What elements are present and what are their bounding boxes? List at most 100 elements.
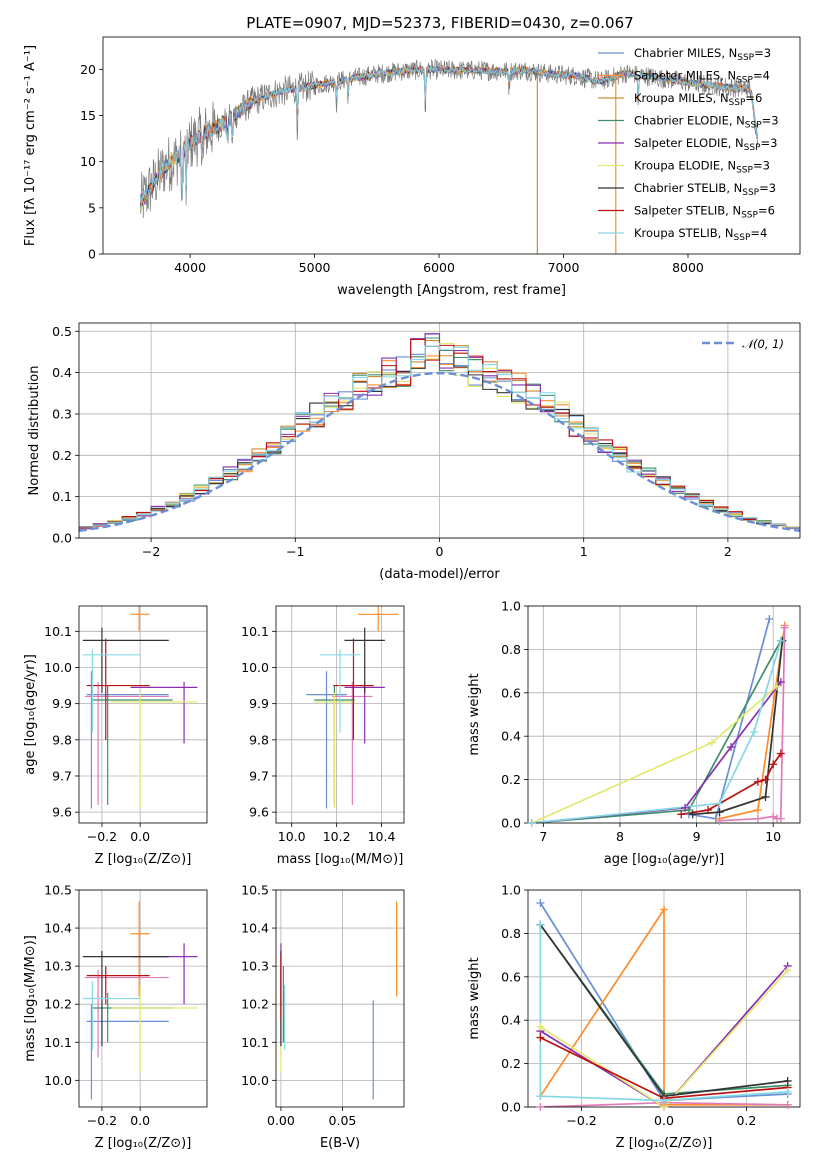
legend-entry-subscript: SSP — [741, 211, 758, 221]
y-tick-label: 0.0 — [52, 531, 72, 546]
data-point-marker — [769, 760, 778, 769]
x-tick-label: −2 — [142, 544, 160, 559]
y-tick-label: 9.6 — [52, 805, 72, 820]
legend-entry-value: =3 — [754, 46, 771, 60]
y-axis-label: mass [log₁₀(M/M⊙)] — [23, 935, 38, 1062]
data-point-marker — [753, 814, 762, 823]
legend-entry-subscript: SSP — [736, 76, 753, 86]
y-tick-label: 1.0 — [501, 883, 521, 898]
x-axis-label: Z [log₁₀(Z/Z⊙)] — [95, 1136, 192, 1151]
mass-weight-line — [539, 924, 788, 1102]
data-point-marker — [761, 775, 770, 784]
mass-weight-line — [681, 753, 782, 816]
y-tick-label: 10.1 — [44, 624, 72, 639]
y-tick-label: 5 — [88, 200, 96, 215]
panel-spectrum: 4000 5000 6000 7000 8000 0 5 10 15 20 wavelength [… — [23, 36, 801, 298]
legend-entry: Kroupa MILES, NSSP=6 — [634, 91, 762, 108]
legend-entry-name: Kroupa MILES, N — [634, 91, 729, 105]
legend-entry-name: Chabrier STELIB, N — [634, 181, 742, 195]
data-point-marker — [783, 1100, 792, 1109]
x-axis-label: wavelength [Angstrom, rest frame] — [337, 283, 566, 298]
legend-entry-subscript: SSP — [734, 233, 751, 243]
y-tick-label: 10.2 — [44, 997, 72, 1012]
x-tick-label: 10.4 — [368, 829, 396, 844]
legend-entry-name: Salpeter ELODIE, N — [634, 136, 744, 150]
data-point-marker — [753, 777, 762, 786]
y-tick-label: 0 — [88, 247, 96, 262]
x-axis-label: (data-model)/error — [379, 567, 500, 582]
legend-entry-subscript: SSP — [736, 166, 753, 176]
legend-entry-subscript: SSP — [744, 143, 761, 153]
y-axis-label: Normed distribution — [27, 366, 42, 496]
y-tick-label: 0.8 — [501, 926, 521, 941]
panel-age-vs-mass: 10.0 10.2 10.4 9.6 9.7 9.8 9.9 10.0 10.1 mass [lo… — [241, 605, 405, 867]
data-point-marker — [677, 810, 686, 819]
y-tick-label: 10.0 — [44, 660, 72, 675]
panel-mass-vs-ebv: 0.00 0.05 10.0 10.1 10.2 10.3 10.4 10.5 E(B-V) — [241, 883, 405, 1151]
y-tick-label: 10.4 — [241, 921, 269, 936]
legend-entry-name: Kroupa ELODIE, N — [634, 159, 736, 173]
panel-residuals: −2 −1 0 1 2 0.0 0.1 0.2 0.3 0.4 0.5 (data-model)/er… — [27, 322, 801, 582]
legend-entry: Salpeter MILES, NSSP=4 — [634, 69, 770, 86]
data-point-marker — [765, 615, 774, 624]
data-point-marker — [727, 743, 736, 752]
mass-weight-line — [531, 640, 782, 823]
data-point-marker — [776, 677, 785, 686]
model-spectrum-line — [139, 64, 759, 204]
y-tick-label: 0.4 — [501, 1013, 521, 1028]
y-tick-label: 10.5 — [44, 883, 72, 898]
axis-frame — [275, 889, 405, 1108]
legend-entry-name: Salpeter STELIB, N — [634, 204, 741, 218]
y-tick-label: 10.1 — [241, 624, 269, 639]
axis-frame — [275, 605, 405, 824]
legend-entry-name: Chabrier ELODIE, N — [634, 114, 745, 128]
x-tick-label: −0.2 — [566, 1113, 596, 1128]
axis-frame — [78, 889, 208, 1108]
data-point-marker — [750, 727, 759, 736]
data-point-marker — [536, 899, 545, 908]
data-point-marker — [536, 1092, 545, 1101]
axis-frame — [78, 605, 208, 824]
mass-weight-line — [539, 965, 789, 1107]
x-tick-label: 6000 — [423, 260, 455, 275]
y-tick-label: 0.2 — [501, 772, 521, 787]
data-point-marker — [715, 808, 724, 817]
y-tick-label: 0.0 — [501, 816, 521, 831]
observed-spectrum-line — [139, 58, 759, 219]
legend-entry: 𝒩(0, 1) — [742, 337, 784, 351]
mass-weight-line — [719, 625, 786, 820]
x-tick-label: −0.2 — [87, 829, 117, 844]
y-tick-label: 0.6 — [501, 969, 521, 984]
panel-age-vs-Z: −0.2 0.0 9.6 9.7 9.8 9.9 10.0 10.1 Z [log₁₀(Z/Z⊙… — [23, 605, 208, 867]
data-point-marker — [707, 738, 716, 747]
y-axis-label: mass weight — [467, 673, 482, 755]
axis-frame — [527, 605, 801, 824]
x-axis-label: Z [log₁₀(Z/Z⊙)] — [95, 852, 192, 867]
y-tick-label: 0.5 — [52, 324, 72, 339]
x-tick-label: −0.2 — [87, 1113, 117, 1128]
y-tick-label: 0.3 — [52, 406, 72, 421]
y-tick-label: 0.4 — [501, 729, 521, 744]
x-tick-label: 5000 — [299, 260, 331, 275]
x-tick-label: 1 — [580, 544, 588, 559]
y-tick-label: 15 — [80, 108, 96, 123]
mass-weight-line — [539, 969, 789, 1107]
legend-entry: Salpeter STELIB, NSSP=6 — [634, 204, 775, 221]
x-tick-label: 7 — [539, 829, 547, 844]
x-tick-label: 0.05 — [329, 1113, 357, 1128]
plot-area — [82, 901, 198, 1100]
x-tick-label: 0.0 — [130, 829, 150, 844]
y-tick-label: 10.3 — [241, 959, 269, 974]
data-point-marker — [783, 1087, 792, 1096]
data-point-marker — [536, 920, 545, 929]
legend-entry: Chabrier STELIB, NSSP=3 — [634, 181, 776, 198]
legend-entry-value: =6 — [745, 91, 762, 105]
data-point-marker — [776, 749, 785, 758]
y-tick-label: 10.0 — [44, 1073, 72, 1088]
x-tick-label: 4000 — [174, 260, 206, 275]
x-tick-label: 0.2 — [736, 1113, 756, 1128]
x-tick-label: 10 — [765, 829, 781, 844]
x-tick-label: −1 — [286, 544, 304, 559]
legend-entry: Chabrier ELODIE, NSSP=3 — [634, 114, 779, 131]
data-point-marker — [704, 805, 713, 814]
